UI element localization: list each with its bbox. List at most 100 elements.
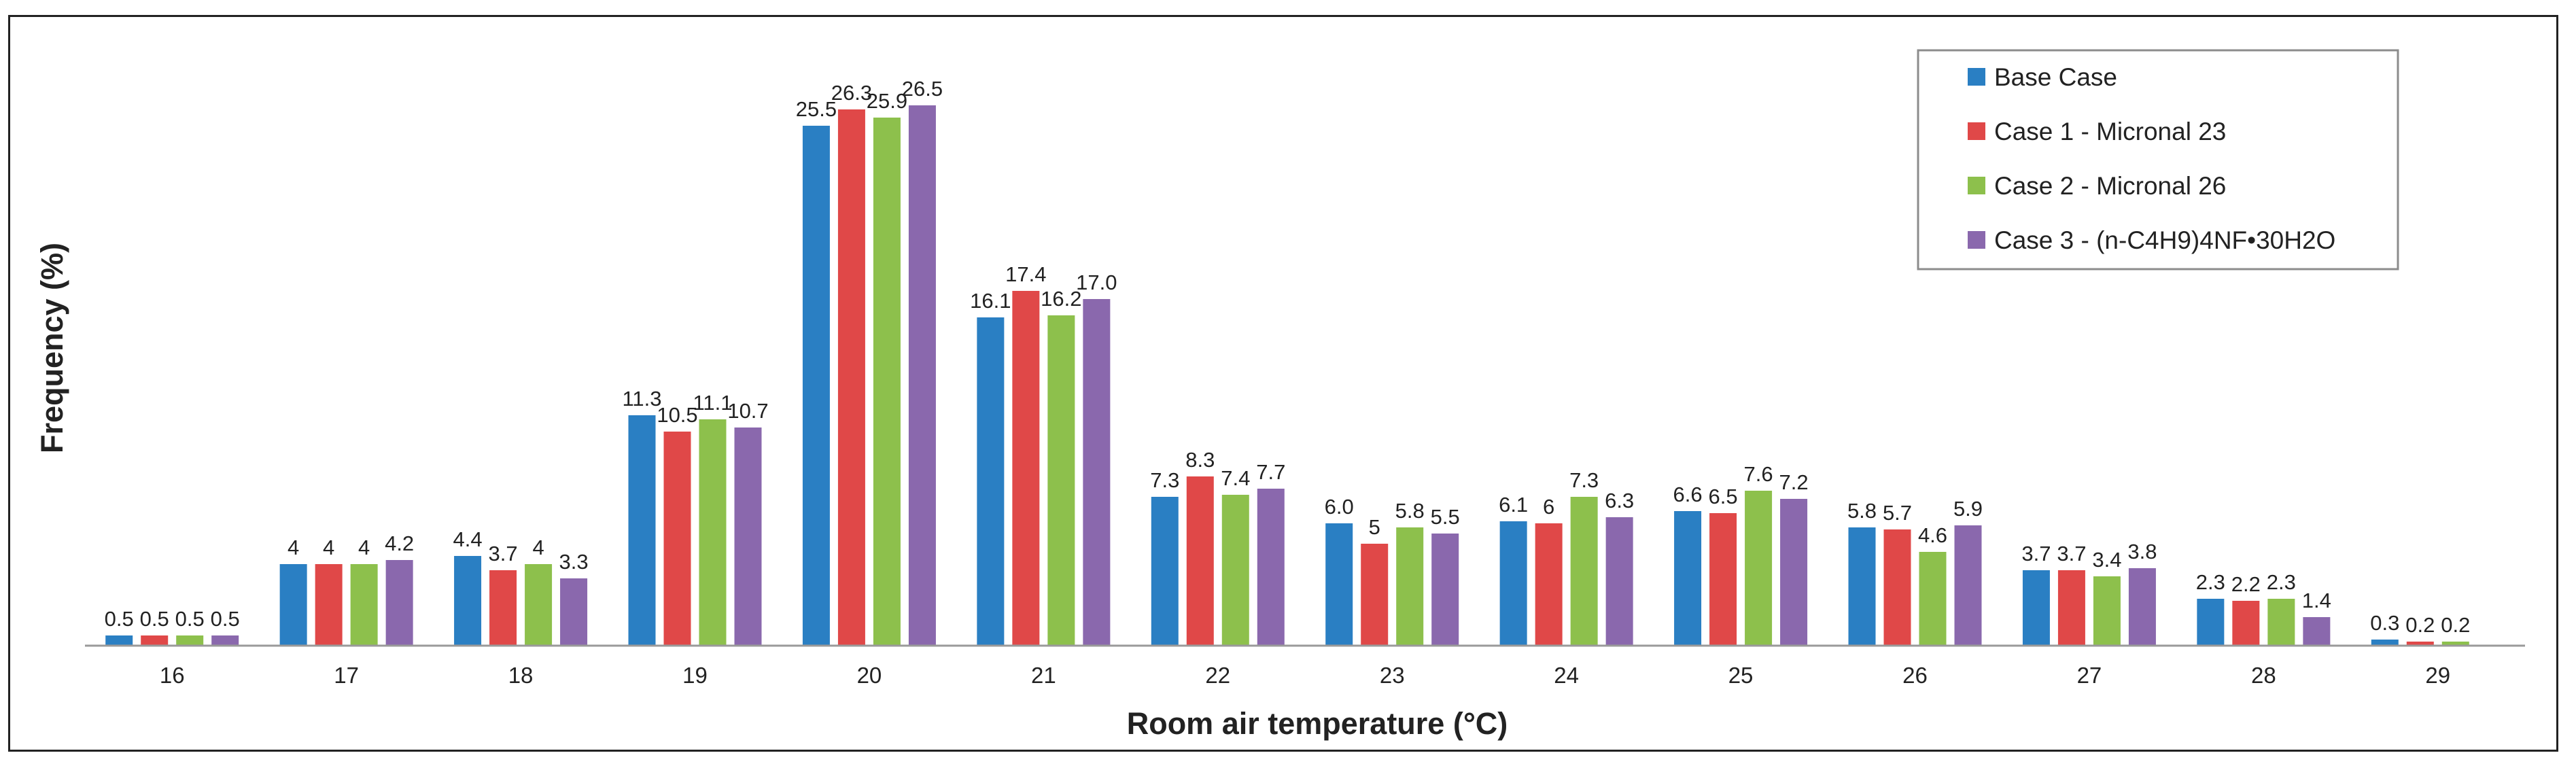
value-label-21-series-3: 16.2 — [1041, 287, 1081, 311]
value-label-19-series-1: 11.3 — [622, 387, 661, 411]
bar-29-series-2 — [2406, 642, 2434, 646]
value-label-16-series-2: 0.5 — [140, 607, 169, 631]
bar-20-series-4 — [908, 105, 936, 646]
value-label-25-series-2: 6.5 — [1709, 485, 1738, 508]
bar-24-series-1 — [1499, 521, 1527, 646]
value-label-20-series-2: 26.3 — [831, 81, 872, 105]
bar-17-series-4 — [385, 560, 413, 646]
legend-label-series-3: Case 2 - Micronal 26 — [1994, 172, 2226, 200]
value-label-19-series-2: 10.5 — [657, 403, 697, 427]
bar-21-series-4 — [1083, 299, 1111, 646]
bar-26-series-4 — [1954, 525, 1982, 646]
bar-23-series-2 — [1361, 544, 1389, 646]
x-tick-label: 20 — [857, 663, 882, 688]
bar-27-series-4 — [2128, 568, 2156, 646]
value-label-23-series-4: 5.5 — [1431, 505, 1460, 529]
legend-label-series-1: Base Case — [1994, 63, 2117, 91]
bar-18-series-4 — [560, 578, 588, 646]
value-label-17-series-2: 4 — [323, 536, 334, 559]
legend-label-series-2: Case 1 - Micronal 23 — [1994, 118, 2226, 145]
value-label-24-series-4: 6.3 — [1605, 489, 1634, 512]
value-label-28-series-2: 2.2 — [2231, 572, 2261, 596]
bar-16-series-4 — [211, 635, 239, 646]
bar-26-series-1 — [1848, 527, 1876, 646]
bar-27-series-1 — [2022, 570, 2050, 646]
value-label-23-series-3: 5.8 — [1395, 499, 1425, 523]
value-label-18-series-2: 3.7 — [489, 542, 518, 565]
x-tick-label: 29 — [2425, 663, 2450, 688]
value-label-26-series-2: 5.7 — [1883, 501, 1912, 525]
x-tick-label: 25 — [1728, 663, 1754, 688]
y-axis-title: Frequency (%) — [35, 243, 69, 453]
x-tick-label: 17 — [334, 663, 359, 688]
value-label-21-series-2: 17.4 — [1005, 262, 1046, 286]
legend-label-series-4: Case 3 - (n-C4H9)4NF•30H2O — [1994, 226, 2335, 254]
bar-27-series-2 — [2057, 570, 2085, 646]
value-label-17-series-1: 4 — [288, 536, 299, 559]
value-label-27-series-1: 3.7 — [2021, 542, 2051, 565]
value-label-23-series-1: 6.0 — [1325, 495, 1354, 519]
bar-19-series-3 — [699, 419, 727, 646]
value-label-25-series-1: 6.6 — [1673, 483, 1703, 506]
x-tick-label: 21 — [1031, 663, 1056, 688]
value-label-22-series-3: 7.4 — [1221, 466, 1250, 490]
bar-20-series-3 — [873, 118, 901, 646]
bar-27-series-3 — [2093, 576, 2121, 646]
legend-box — [1917, 49, 2399, 270]
bar-25-series-4 — [1780, 499, 1808, 646]
legend-swatch-series-3 — [1968, 177, 1985, 194]
value-label-25-series-3: 7.6 — [1744, 462, 1773, 486]
bar-16-series-1 — [105, 635, 133, 646]
bar-19-series-2 — [663, 432, 691, 646]
bar-25-series-3 — [1745, 491, 1773, 646]
value-label-20-series-4: 26.5 — [902, 77, 943, 101]
bar-21-series-3 — [1047, 315, 1075, 646]
x-tick-label: 23 — [1380, 663, 1405, 688]
value-label-17-series-3: 4 — [358, 536, 370, 559]
bar-23-series-1 — [1325, 523, 1353, 646]
value-label-29-series-2: 0.2 — [2405, 613, 2435, 637]
value-label-21-series-4: 17.0 — [1076, 270, 1117, 294]
bar-21-series-1 — [977, 317, 1005, 646]
bar-26-series-3 — [1919, 552, 1947, 646]
value-label-22-series-4: 7.7 — [1256, 460, 1285, 484]
bar-20-series-2 — [837, 109, 865, 646]
bar-18-series-2 — [489, 570, 517, 646]
value-label-20-series-3: 25.9 — [867, 89, 907, 113]
value-label-27-series-3: 3.4 — [2092, 548, 2121, 572]
bar-17-series-3 — [350, 564, 378, 646]
legend-swatch-series-2 — [1968, 122, 1985, 140]
value-label-18-series-1: 4.4 — [453, 527, 483, 551]
bar-28-series-3 — [2267, 599, 2295, 646]
value-label-19-series-4: 10.7 — [727, 399, 768, 423]
x-tick-label: 24 — [1554, 663, 1579, 688]
value-label-22-series-2: 8.3 — [1185, 448, 1215, 472]
value-label-29-series-3: 0.2 — [2441, 613, 2470, 637]
bar-29-series-1 — [2371, 640, 2399, 646]
x-tick-label: 22 — [1205, 663, 1230, 688]
legend-swatch-series-1 — [1968, 68, 1985, 86]
legend: Base Case Case 1 - Micronal 23 Case 2 - Mi… — [1917, 49, 2399, 270]
bar-22-series-1 — [1151, 497, 1179, 646]
bar-16-series-3 — [176, 635, 204, 646]
bar-18-series-3 — [525, 564, 553, 646]
bar-17-series-1 — [279, 564, 307, 646]
bar-22-series-3 — [1221, 495, 1249, 646]
bar-24-series-3 — [1570, 497, 1598, 646]
value-label-19-series-3: 11.1 — [693, 391, 732, 415]
bar-17-series-2 — [315, 564, 343, 646]
bar-22-series-2 — [1186, 476, 1214, 646]
value-label-27-series-4: 3.8 — [2127, 540, 2157, 563]
value-label-24-series-3: 7.3 — [1569, 468, 1599, 492]
bar-22-series-4 — [1257, 489, 1285, 646]
value-label-25-series-4: 7.2 — [1779, 470, 1809, 494]
bar-24-series-4 — [1605, 517, 1633, 646]
bar-18-series-1 — [454, 556, 482, 646]
value-label-26-series-4: 5.9 — [1953, 497, 1983, 521]
x-tick-label: 28 — [2251, 663, 2276, 688]
x-tick-label: 26 — [1902, 663, 1928, 688]
bar-28-series-4 — [2303, 617, 2331, 646]
value-label-29-series-1: 0.3 — [2370, 611, 2399, 635]
bar-23-series-4 — [1431, 534, 1459, 646]
bar-29-series-3 — [2441, 642, 2469, 646]
